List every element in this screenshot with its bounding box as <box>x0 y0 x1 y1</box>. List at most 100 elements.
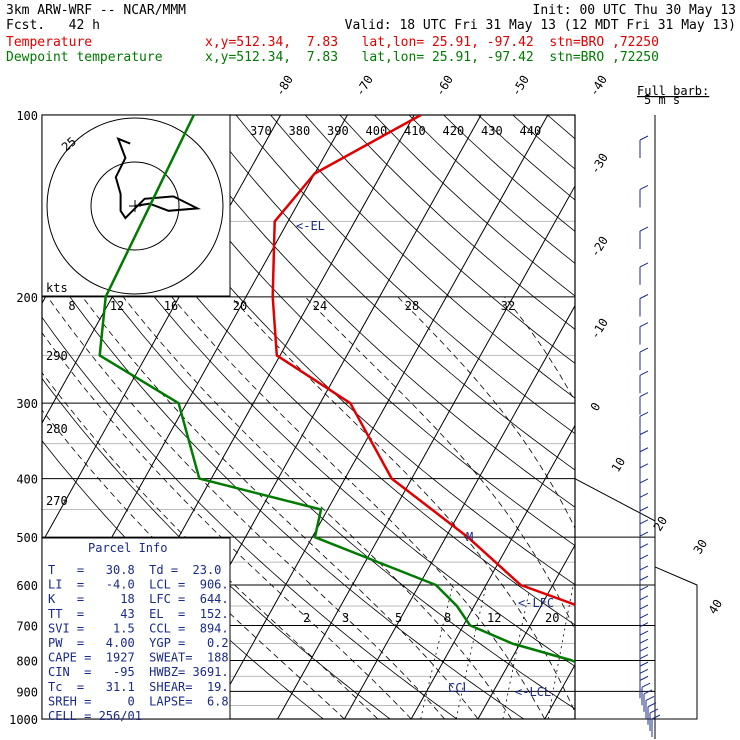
hodograph-speed-label: 12 <box>110 299 124 313</box>
isentrope-label: 430 <box>481 124 503 138</box>
dewpoint-legend-info: x,y=512.34, 7.83 lat,lon= 25.91, -97.42 … <box>205 50 659 65</box>
dry-adiabat <box>339 115 575 330</box>
wind-barb <box>647 702 657 708</box>
dry-adiabat <box>42 196 575 710</box>
isotherm-label: -40 <box>587 73 610 99</box>
wind-barb <box>639 370 649 376</box>
theta-label: 290 <box>46 349 68 363</box>
hodograph-speed-label: 8 <box>68 299 75 313</box>
wind-barb <box>639 531 649 537</box>
parcel-info-box <box>41 537 231 720</box>
wind-barb <box>639 447 649 453</box>
wind-barb <box>639 506 649 512</box>
wind-barb <box>639 622 649 628</box>
forecast-hour: Fcst. 42 h <box>6 18 100 33</box>
profile-annotation: <-EL <box>296 219 325 233</box>
dry-adiabat <box>304 115 575 364</box>
isentrope-label: 370 <box>250 124 272 138</box>
wind-barb <box>639 463 649 469</box>
wind-barb <box>639 585 649 591</box>
temperature-profile <box>271 115 575 607</box>
wind-barb <box>639 661 649 667</box>
wind-barb <box>639 262 649 268</box>
theta-label: 280 <box>46 422 68 436</box>
parcel-info-row: T = 30.8 Td = 23.0 <box>48 563 221 577</box>
parcel-info-row: PW = 4.00 YGP = 0.2 <box>48 636 229 650</box>
dry-adiabat <box>201 115 575 471</box>
mixing-ratio-label: 20 <box>545 611 559 625</box>
parcel-info-row: CAPE = 1927 SWEAT= 188 <box>48 651 229 665</box>
wind-barb <box>639 392 649 398</box>
wind-barb <box>651 714 661 720</box>
temperature-legend-info: x,y=512.34, 7.83 lat,lon= 25.91, -97.42 … <box>205 35 659 50</box>
hodograph-axis-label: kts <box>46 281 68 295</box>
wind-barb <box>643 689 653 695</box>
hodograph-ring <box>46 117 224 295</box>
wind-barb <box>639 294 649 299</box>
wind-barb <box>649 708 659 714</box>
plot-frame <box>41 114 576 720</box>
dry-adiabat <box>131 115 575 547</box>
pressure-tick-label: 600 <box>16 579 38 593</box>
isotherm-label: -30 <box>588 151 611 177</box>
dry-adiabat <box>235 115 575 435</box>
isotherm-label: 30 <box>691 537 711 557</box>
dry-adiabat <box>547 115 575 140</box>
isotherm-label: -50 <box>509 73 532 99</box>
wind-panel-frame <box>574 478 698 720</box>
dry-adiabat <box>97 115 575 586</box>
isentrope-label: 400 <box>366 124 388 138</box>
init-time: Init: 00 UTC Thu 30 May 13 <box>532 3 737 18</box>
isotherm-label: 20 <box>651 514 671 534</box>
mixing-ratio-label: 3 <box>342 611 349 625</box>
moist-adiabat <box>42 372 379 719</box>
isotherm <box>477 544 575 719</box>
dry-adiabat <box>62 115 575 626</box>
wind-barb <box>639 565 649 571</box>
dry-adiabat <box>42 137 575 667</box>
dewpoint-profile <box>98 115 575 664</box>
moist-adiabat <box>47 296 445 719</box>
dry-adiabat <box>443 115 575 232</box>
dry-adiabat <box>477 115 575 201</box>
pressure-tick-label: 500 <box>16 531 38 545</box>
isentrope-label: 410 <box>404 124 426 138</box>
wind-barb <box>639 322 649 328</box>
mixing-ratio-label: 12 <box>487 611 501 625</box>
wind-barb <box>639 135 649 141</box>
mixing-ratio-line <box>589 585 612 719</box>
parcel-info-row: LI = -4.0 LCL = 906. <box>48 578 229 592</box>
pressure-tick-label: 400 <box>16 473 38 487</box>
wind-barb <box>639 604 649 610</box>
wind-barb <box>639 519 649 525</box>
parcel-info-row: Tc = 31.1 SHEAR= 19. <box>48 680 229 694</box>
valid-time: Valid: 18 UTC Fri 31 May 13 (12 MDT Fri … <box>344 18 736 33</box>
wind-barb <box>639 646 649 652</box>
wind-barb <box>639 613 649 619</box>
profile-annotation: <-LFC <box>518 596 554 610</box>
wind-barb <box>639 185 649 190</box>
isotherm-label: 40 <box>706 597 726 617</box>
mixing-ratio-line <box>643 585 663 719</box>
profile-annotation: <-LCL <box>515 685 551 699</box>
wind-barb <box>639 638 649 644</box>
hodograph-speed-label: 32 <box>501 299 515 313</box>
pressure-tick-label: 900 <box>16 685 38 699</box>
wind-legend-title: Full barb: <box>637 84 709 98</box>
pressure-tick-label: 800 <box>16 654 38 668</box>
hodograph-speed-label: 16 <box>164 299 178 313</box>
wind-barb <box>639 411 649 417</box>
wind-barb <box>641 682 651 688</box>
pressure-tick-label: 100 <box>16 109 38 123</box>
parcel-info-row: SVI = 1.5 CCL = 894. <box>48 621 229 635</box>
hodograph-trace <box>114 137 202 220</box>
wind-barb <box>645 695 655 701</box>
mixing-ratio-line <box>502 584 531 719</box>
hodograph-ring <box>90 161 180 251</box>
moist-adiabat <box>42 409 345 719</box>
isotherm <box>0 115 13 719</box>
isotherm-label: -70 <box>353 73 376 99</box>
wind-barb <box>639 430 649 436</box>
wind-barb <box>639 675 649 681</box>
wind-barb <box>639 478 649 484</box>
